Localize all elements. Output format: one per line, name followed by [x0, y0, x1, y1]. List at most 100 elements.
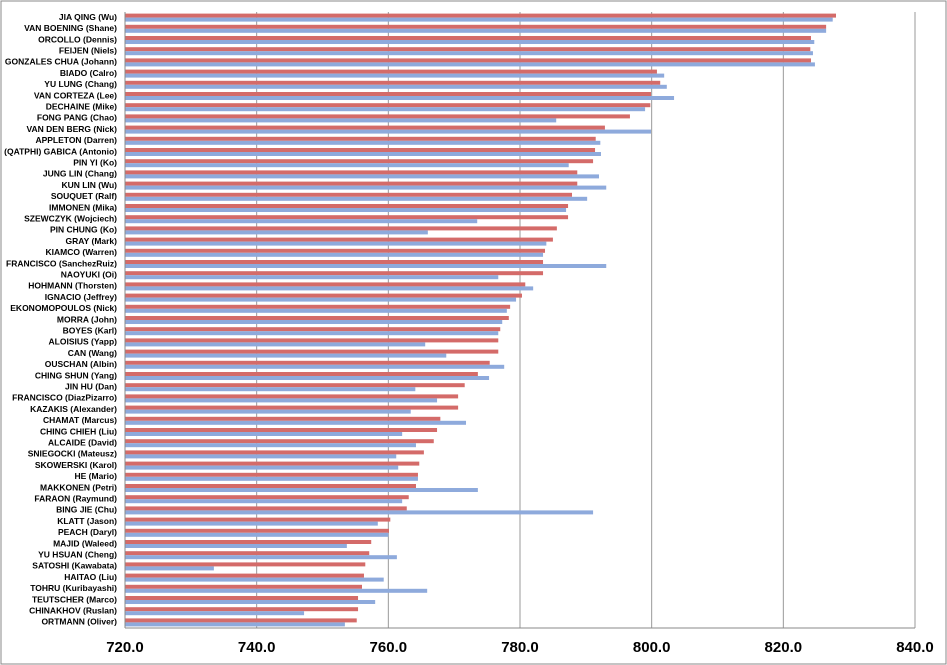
bar	[125, 450, 424, 455]
bar	[125, 484, 416, 488]
bar	[125, 495, 409, 500]
bar	[125, 398, 438, 403]
y-tick-label: SKOWERSKI (Karol)	[35, 460, 117, 470]
bar	[125, 394, 459, 399]
x-tick-label: 720.0	[106, 639, 144, 656]
bar	[125, 521, 378, 526]
y-tick-label: ORTMANN (Oliver)	[41, 617, 117, 627]
y-tick-label: ALOISIUS (Yapp)	[49, 337, 118, 347]
bar	[125, 208, 567, 212]
y-tick-label: EKONOMOPOULOS (Nick)	[10, 303, 117, 313]
bar	[125, 443, 416, 448]
y-tick-label: FRANCISCO (SanchezRuiz)	[6, 258, 117, 268]
x-tick-label: 760.0	[370, 639, 408, 656]
bar	[125, 125, 605, 130]
y-tick-label: BING JIE (Chu)	[56, 505, 117, 515]
y-tick-label: DECHAINE (Mike)	[46, 101, 117, 111]
y-tick-label: SZEWCZYK (Wojciech)	[24, 213, 117, 223]
bar	[125, 432, 403, 436]
bar	[125, 618, 357, 623]
bar	[125, 588, 428, 593]
y-tick-label: HE (Mario)	[75, 471, 118, 481]
y-tick-label: FONG PANG (Chao)	[37, 113, 117, 123]
y-tick-label: CHING CHIEH (Liu)	[40, 426, 117, 436]
bar	[125, 622, 345, 627]
bar	[125, 338, 499, 343]
bar	[125, 51, 813, 56]
bar	[125, 308, 507, 313]
y-tick-label: NAOYUKI (Oi)	[61, 269, 117, 279]
bar	[125, 286, 534, 291]
bar	[125, 271, 544, 276]
bar	[125, 13, 836, 18]
y-tick-label: PEACH (Daryl)	[58, 527, 117, 537]
bar	[125, 360, 490, 365]
y-tick-label: VAN DEN BERG (Nick)	[26, 124, 117, 134]
bar	[125, 152, 601, 156]
bar	[125, 555, 397, 560]
bar	[125, 264, 607, 268]
bar	[125, 420, 467, 425]
bar	[125, 140, 601, 145]
y-tick-label: BIADO (Calro)	[60, 68, 117, 78]
bar	[125, 304, 511, 309]
bar	[125, 506, 407, 511]
y-tick-label: KIAMCO (Warren)	[46, 247, 118, 257]
bar	[125, 566, 214, 571]
bar	[125, 92, 652, 96]
bar	[125, 611, 305, 616]
bar	[125, 540, 372, 544]
bar	[125, 488, 478, 492]
bar	[125, 528, 389, 533]
bar	[125, 237, 553, 242]
y-tick-label: YU HSUAN (Cheng)	[38, 549, 117, 559]
y-tick-label: SOUQUET (Ralf)	[51, 191, 117, 201]
bar	[125, 499, 403, 504]
bar	[125, 36, 811, 40]
x-tick-label: 740.0	[238, 639, 276, 656]
bar	[125, 204, 569, 208]
bar	[125, 376, 490, 380]
bar	[125, 517, 391, 522]
bar	[125, 409, 411, 414]
bar	[125, 510, 594, 515]
y-tick-label: ORCOLLO (Dennis)	[38, 34, 117, 44]
bar	[125, 58, 811, 63]
bar	[125, 596, 359, 600]
y-tick-label: OUSCHAN (Albin)	[45, 359, 117, 369]
y-tick-label: VAN BOENING (Shane)	[24, 23, 117, 33]
bar	[125, 577, 384, 582]
y-tick-label: APPLETON (Darren)	[35, 135, 117, 145]
y-tick-label: TEUTSCHER (Marco)	[32, 594, 117, 604]
bar	[125, 136, 596, 141]
bar	[125, 148, 596, 152]
y-tick-label: IGNACIO (Jeffrey)	[45, 292, 117, 302]
y-tick-label: CAN (Wang)	[68, 348, 117, 358]
bar	[125, 316, 509, 320]
bar	[125, 416, 441, 421]
bar	[125, 331, 499, 336]
bar	[125, 118, 557, 123]
bar	[125, 196, 588, 201]
y-tick-label: TOHRU (Kuribayashi)	[30, 583, 117, 593]
bar	[125, 353, 447, 358]
bar	[125, 551, 370, 556]
bar	[125, 159, 594, 164]
y-tick-label: CHAMAT (Marcus)	[43, 415, 117, 425]
bar	[125, 248, 546, 253]
bar	[125, 282, 526, 287]
y-tick-label: MAJID (Waleed)	[53, 538, 117, 548]
y-tick-label: BOYES (Karl)	[63, 325, 117, 335]
bar	[125, 342, 426, 347]
bar	[125, 181, 578, 186]
bar	[125, 544, 347, 548]
bar	[125, 24, 827, 29]
x-tick-label: 780.0	[501, 639, 539, 656]
bar	[125, 320, 503, 324]
x-tick-label: 800.0	[633, 639, 671, 656]
bar	[125, 252, 544, 257]
x-tick-label: 840.0	[896, 639, 934, 656]
bar	[125, 439, 434, 444]
y-tick-label: ALCAIDE (David)	[48, 437, 117, 447]
